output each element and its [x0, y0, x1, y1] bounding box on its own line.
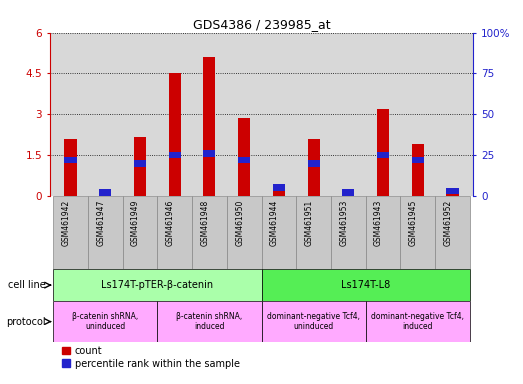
Text: GSM461949: GSM461949 — [131, 200, 140, 246]
Text: protocol: protocol — [6, 316, 46, 327]
Text: Ls174T-pTER-β-catenin: Ls174T-pTER-β-catenin — [101, 280, 213, 290]
Bar — [122, 196, 157, 269]
Bar — [157, 301, 262, 342]
Text: GSM461948: GSM461948 — [200, 200, 209, 246]
Bar — [412, 144, 424, 196]
Bar — [64, 157, 76, 163]
Text: GSM461953: GSM461953 — [339, 200, 348, 246]
Bar — [377, 152, 389, 159]
Text: GSM461943: GSM461943 — [374, 200, 383, 246]
Bar — [262, 301, 366, 342]
Bar — [342, 193, 355, 196]
Text: GSM461951: GSM461951 — [304, 200, 314, 246]
Bar — [412, 157, 424, 163]
Bar — [53, 301, 157, 342]
Text: GSM461946: GSM461946 — [166, 200, 175, 246]
Bar — [53, 269, 262, 301]
Bar — [331, 196, 366, 269]
Bar — [308, 160, 320, 167]
Bar — [262, 196, 296, 269]
Bar — [296, 196, 331, 269]
Bar — [64, 139, 76, 196]
Text: cell line: cell line — [8, 280, 46, 290]
Text: GSM461942: GSM461942 — [62, 200, 71, 246]
Bar — [273, 184, 285, 191]
Bar — [134, 160, 146, 167]
Bar — [238, 118, 250, 196]
Bar — [88, 196, 122, 269]
Bar — [99, 189, 111, 196]
Bar — [227, 196, 262, 269]
Text: GSM461952: GSM461952 — [444, 200, 452, 246]
Bar — [435, 196, 470, 269]
Bar — [53, 196, 88, 269]
Bar — [401, 196, 435, 269]
Bar — [447, 190, 459, 196]
Text: dominant-negative Tcf4,
induced: dominant-negative Tcf4, induced — [371, 312, 464, 331]
Bar — [262, 269, 470, 301]
Title: GDS4386 / 239985_at: GDS4386 / 239985_at — [192, 18, 331, 31]
Text: GSM461944: GSM461944 — [270, 200, 279, 246]
Text: Ls174T-L8: Ls174T-L8 — [341, 280, 390, 290]
Legend: count, percentile rank within the sample: count, percentile rank within the sample — [58, 342, 244, 372]
Bar — [238, 157, 250, 163]
Text: β-catenin shRNA,
induced: β-catenin shRNA, induced — [176, 312, 243, 331]
Text: β-catenin shRNA,
uninduced: β-catenin shRNA, uninduced — [72, 312, 139, 331]
Bar — [342, 189, 355, 196]
Bar — [366, 301, 470, 342]
Text: GSM461945: GSM461945 — [409, 200, 418, 246]
Text: GSM461947: GSM461947 — [96, 200, 105, 246]
Bar — [203, 150, 215, 157]
Bar — [157, 196, 192, 269]
Bar — [447, 187, 459, 194]
Bar — [168, 152, 181, 159]
Bar — [134, 137, 146, 196]
Bar — [99, 192, 111, 196]
Bar — [273, 188, 285, 196]
Bar — [192, 196, 227, 269]
Text: GSM461950: GSM461950 — [235, 200, 244, 246]
Bar — [203, 57, 215, 196]
Text: dominant-negative Tcf4,
uninduced: dominant-negative Tcf4, uninduced — [267, 312, 360, 331]
Bar — [377, 109, 389, 196]
Bar — [308, 139, 320, 196]
Bar — [366, 196, 401, 269]
Bar — [168, 73, 181, 196]
